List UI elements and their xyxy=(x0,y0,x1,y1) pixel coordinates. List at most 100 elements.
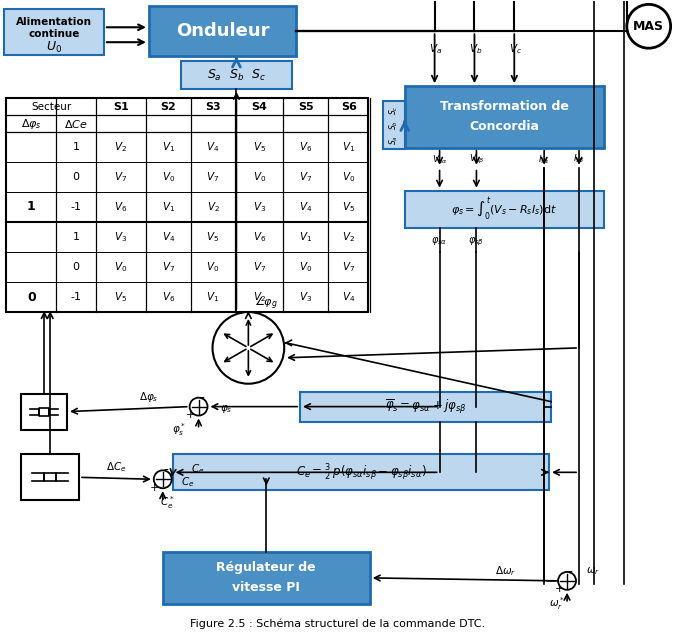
Text: 1: 1 xyxy=(72,232,80,242)
Text: $V_0$: $V_0$ xyxy=(253,170,266,184)
Text: S6: S6 xyxy=(341,103,357,112)
Text: 1: 1 xyxy=(72,142,80,152)
Text: $\varphi_s = \int_0^t (V_s - R_s I_s) \mathrm{d}t$: $\varphi_s = \int_0^t (V_s - R_s I_s) \m… xyxy=(452,196,557,223)
Text: $V_0$: $V_0$ xyxy=(343,170,355,184)
Text: $U_0$: $U_0$ xyxy=(46,40,62,55)
Bar xyxy=(405,191,604,228)
Text: +: + xyxy=(554,584,564,594)
Text: $V_1$: $V_1$ xyxy=(162,200,175,214)
Text: $S_c$: $S_c$ xyxy=(387,105,400,115)
Text: 0: 0 xyxy=(27,290,36,304)
Text: $V_2$: $V_2$ xyxy=(253,290,266,304)
Text: 0: 0 xyxy=(72,172,80,182)
Circle shape xyxy=(190,397,208,415)
Text: $V_7$: $V_7$ xyxy=(343,260,355,274)
Bar xyxy=(21,454,79,500)
Text: S1: S1 xyxy=(113,103,129,112)
Text: Figure 2.5 : Schéma structurel de la commande DTC.: Figure 2.5 : Schéma structurel de la com… xyxy=(190,618,485,628)
Text: $V_3$: $V_3$ xyxy=(299,290,312,304)
Text: Secteur: Secteur xyxy=(31,103,71,112)
Text: $V_0$: $V_0$ xyxy=(299,260,312,274)
Text: $\angle\varphi_g$: $\angle\varphi_g$ xyxy=(255,294,278,312)
Bar xyxy=(149,6,296,56)
Text: -: - xyxy=(567,566,573,580)
Circle shape xyxy=(213,312,284,383)
Text: $\Delta C_e$: $\Delta C_e$ xyxy=(106,461,127,474)
Text: $V_5$: $V_5$ xyxy=(343,200,355,214)
Bar xyxy=(300,392,551,422)
Text: $V_5$: $V_5$ xyxy=(253,140,266,154)
Text: $V_4$: $V_4$ xyxy=(206,140,219,154)
Text: $\Delta Ce$: $\Delta Ce$ xyxy=(64,119,88,130)
Text: $\varphi_s$: $\varphi_s$ xyxy=(221,403,233,415)
Text: $V_2$: $V_2$ xyxy=(114,140,127,154)
Text: MAS: MAS xyxy=(633,20,664,33)
Text: +: + xyxy=(186,410,195,420)
Text: $V_c$: $V_c$ xyxy=(509,42,522,56)
Circle shape xyxy=(154,470,172,488)
Text: $V_4$: $V_4$ xyxy=(343,290,355,304)
Text: $V_7$: $V_7$ xyxy=(206,170,219,184)
Text: $V_6$: $V_6$ xyxy=(253,230,266,244)
Text: -1: -1 xyxy=(70,202,82,212)
Text: $V_{s\alpha}$: $V_{s\alpha}$ xyxy=(432,154,447,166)
Text: vitesse PI: vitesse PI xyxy=(232,581,300,595)
Text: $V_5$: $V_5$ xyxy=(206,230,219,244)
Text: S3: S3 xyxy=(205,103,221,112)
Text: $I_{s\alpha}$: $I_{s\alpha}$ xyxy=(538,154,550,166)
Text: Transformation de: Transformation de xyxy=(440,100,569,114)
Text: +: + xyxy=(150,483,160,493)
Text: -: - xyxy=(163,464,168,478)
Text: $V_a$: $V_a$ xyxy=(429,42,442,56)
Text: $V_5$: $V_5$ xyxy=(114,290,127,304)
Text: $V_{s\beta}$: $V_{s\beta}$ xyxy=(468,153,484,167)
Bar xyxy=(162,552,370,604)
Text: $C_e$: $C_e$ xyxy=(191,463,204,476)
Bar xyxy=(405,86,604,148)
Text: $\omega_r^*$: $\omega_r^*$ xyxy=(549,595,565,612)
Text: $V_1$: $V_1$ xyxy=(299,230,312,244)
Text: $V_3$: $V_3$ xyxy=(114,230,127,244)
Text: $\omega_r$: $\omega_r$ xyxy=(586,565,600,577)
Text: $\overline{\varphi}_s = \varphi_{s\alpha} + j\varphi_{s\beta}$: $\overline{\varphi}_s = \varphi_{s\alpha… xyxy=(385,397,466,415)
Text: $V_1$: $V_1$ xyxy=(206,290,219,304)
Text: $V_b$: $V_b$ xyxy=(468,42,482,56)
Text: $\Delta\varphi_s$: $\Delta\varphi_s$ xyxy=(21,117,42,131)
Text: Onduleur: Onduleur xyxy=(176,22,269,40)
Bar xyxy=(21,394,67,429)
Text: $\varphi_{s\beta}$: $\varphi_{s\beta}$ xyxy=(468,235,485,248)
Text: $C_e = \frac{3}{2}\,p(\varphi_{s\alpha}i_{s\beta} - \varphi_{s\beta}i_{s\alpha}): $C_e = \frac{3}{2}\,p(\varphi_{s\alpha}i… xyxy=(296,461,427,483)
Text: continue: continue xyxy=(28,29,80,40)
Bar xyxy=(173,454,549,490)
Text: $S_a$: $S_a$ xyxy=(387,135,400,145)
Text: -: - xyxy=(199,392,204,406)
Text: S5: S5 xyxy=(298,103,313,112)
Text: $V_6$: $V_6$ xyxy=(114,200,127,214)
Circle shape xyxy=(627,4,671,48)
Text: $I_{s\beta}$: $I_{s\beta}$ xyxy=(573,153,585,167)
Text: $V_0$: $V_0$ xyxy=(206,260,219,274)
Text: S2: S2 xyxy=(160,103,176,112)
Text: $V_4$: $V_4$ xyxy=(162,230,175,244)
Text: $\varphi_s^*$: $\varphi_s^*$ xyxy=(171,421,185,438)
Text: $V_7$: $V_7$ xyxy=(253,260,266,274)
Text: $V_6$: $V_6$ xyxy=(299,140,312,154)
Text: $C_e^*$: $C_e^*$ xyxy=(160,494,175,510)
Text: 1: 1 xyxy=(27,200,36,213)
Bar xyxy=(181,61,292,89)
Text: $V_0$: $V_0$ xyxy=(114,260,127,274)
Text: $S_a$  $S_b$  $S_c$: $S_a$ $S_b$ $S_c$ xyxy=(206,68,266,82)
Text: $\Delta\omega_r$: $\Delta\omega_r$ xyxy=(495,564,516,578)
Text: $V_6$: $V_6$ xyxy=(162,290,175,304)
Text: $S_b$: $S_b$ xyxy=(387,120,400,130)
Text: $V_7$: $V_7$ xyxy=(114,170,127,184)
Text: $V_2$: $V_2$ xyxy=(343,230,355,244)
Text: $C_e$: $C_e$ xyxy=(181,475,194,489)
Text: $V_1$: $V_1$ xyxy=(343,140,355,154)
Text: $V_3$: $V_3$ xyxy=(253,200,266,214)
Text: -1: -1 xyxy=(70,292,82,302)
Text: 0: 0 xyxy=(72,262,80,272)
Bar xyxy=(4,10,104,55)
Circle shape xyxy=(558,572,576,590)
Text: Régulateur de: Régulateur de xyxy=(217,561,316,574)
